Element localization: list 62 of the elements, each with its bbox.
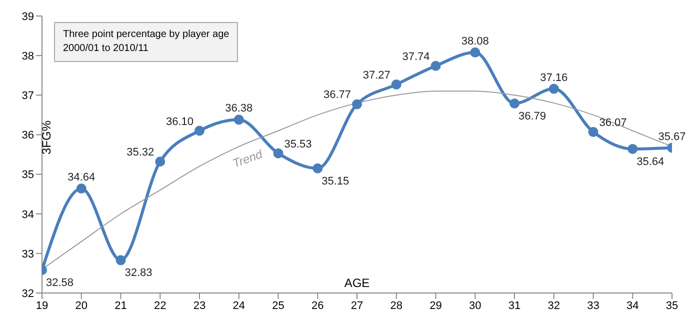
data-label: 32.83 <box>124 267 152 280</box>
point <box>312 163 323 174</box>
data-label: 35.64 <box>636 156 664 168</box>
point <box>116 255 126 266</box>
data-label: 35.67 <box>658 130 686 143</box>
point <box>548 84 559 94</box>
data-label: 38.08 <box>461 35 489 48</box>
x-tick-label: 31 <box>508 300 521 312</box>
data-label: 36.38 <box>225 102 253 115</box>
x-tick-label: 25 <box>272 300 284 312</box>
point <box>510 98 520 108</box>
x-tick-label: 20 <box>75 300 88 312</box>
x-tick-label: 24 <box>232 300 245 312</box>
x-tick-label: 22 <box>154 300 166 312</box>
x-axis-title: AGE <box>344 276 370 290</box>
text: 2000/01 to 2010/11 <box>63 42 150 56</box>
y-tick-label: 34 <box>22 208 34 221</box>
y-tick-label: 33 <box>22 248 34 260</box>
x-tick-label: 30 <box>469 300 482 312</box>
point <box>155 156 166 167</box>
data-label: 34.64 <box>68 172 96 184</box>
point <box>588 126 598 137</box>
point <box>273 148 284 158</box>
x-tick-label: 23 <box>193 300 206 312</box>
x-tick-label: 34 <box>626 300 639 312</box>
x-tick-label: 32 <box>548 300 560 312</box>
data-label: 37.16 <box>540 72 568 84</box>
data-label: 37.74 <box>402 50 430 63</box>
x-tick-label: 21 <box>114 300 127 312</box>
point <box>76 184 86 194</box>
data-label: 35.15 <box>322 175 350 188</box>
point <box>391 79 402 90</box>
data-label: 36.10 <box>166 116 194 128</box>
x-tick-label: 28 <box>390 300 402 312</box>
y-tick-label: 32 <box>22 288 34 300</box>
point <box>234 114 244 125</box>
y-tick-label: 35 <box>22 169 34 182</box>
point <box>628 144 638 154</box>
text: Trend <box>230 146 265 171</box>
x-tick-label: 27 <box>350 300 364 312</box>
x-tick-label: 29 <box>430 300 442 312</box>
x-tick-label: 35 <box>666 300 678 312</box>
data-label: 37.27 <box>362 69 390 82</box>
point <box>352 99 362 110</box>
y-tick-label: 37 <box>22 90 34 102</box>
data-label: 32.58 <box>46 277 74 290</box>
y-tick-label: 36 <box>22 130 34 142</box>
data-label: 35.32 <box>126 146 154 159</box>
data-label: 36.77 <box>323 89 351 102</box>
x-tick-label: 19 <box>36 300 48 312</box>
text: Three point percentage by player age <box>63 28 230 42</box>
data-label: 36.79 <box>518 110 546 122</box>
y-tick-label: 39 <box>22 10 34 23</box>
point <box>470 47 480 58</box>
y-tick-label: 38 <box>22 50 34 62</box>
y-axis-title: 3FG% <box>39 120 54 154</box>
data-label: 36.07 <box>599 116 627 129</box>
x-tick-label: 26 <box>312 300 324 312</box>
point <box>430 60 441 71</box>
point <box>194 126 204 136</box>
x-tick-label: 33 <box>587 300 600 312</box>
data-label: 35.53 <box>284 138 312 150</box>
